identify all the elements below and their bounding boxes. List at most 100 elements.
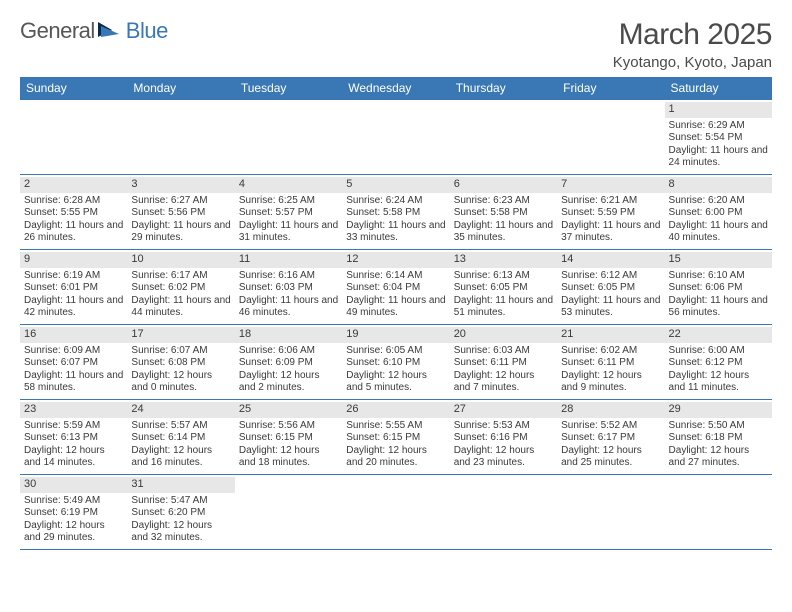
sunrise-text: Sunrise: 6:17 AM [131, 270, 230, 283]
day-cell: 1Sunrise: 6:29 AMSunset: 5:54 PMDaylight… [665, 100, 772, 174]
empty-cell [342, 100, 449, 174]
sunset-text: Sunset: 6:13 PM [24, 432, 123, 445]
day-number: 7 [557, 177, 664, 193]
sunrise-text: Sunrise: 6:28 AM [24, 195, 123, 208]
day-cell: 19Sunrise: 6:05 AMSunset: 6:10 PMDayligh… [342, 325, 449, 399]
sunset-text: Sunset: 6:15 PM [239, 432, 338, 445]
sunrise-text: Sunrise: 6:16 AM [239, 270, 338, 283]
empty-cell [235, 100, 342, 174]
day-cell: 25Sunrise: 5:56 AMSunset: 6:15 PMDayligh… [235, 400, 342, 474]
sunrise-text: Sunrise: 6:09 AM [24, 345, 123, 358]
logo-text-2: Blue [126, 18, 168, 44]
daylight-text: Daylight: 12 hours and 29 minutes. [24, 520, 123, 545]
sunrise-text: Sunrise: 5:52 AM [561, 420, 660, 433]
sunset-text: Sunset: 6:09 PM [239, 357, 338, 370]
sunrise-text: Sunrise: 5:56 AM [239, 420, 338, 433]
empty-cell [450, 475, 557, 549]
daylight-text: Daylight: 12 hours and 5 minutes. [346, 370, 445, 395]
sunrise-text: Sunrise: 5:55 AM [346, 420, 445, 433]
day-number: 1 [665, 102, 772, 118]
daylight-text: Daylight: 12 hours and 9 minutes. [561, 370, 660, 395]
sunset-text: Sunset: 6:05 PM [561, 282, 660, 295]
day-cell: 24Sunrise: 5:57 AMSunset: 6:14 PMDayligh… [127, 400, 234, 474]
sunrise-text: Sunrise: 6:25 AM [239, 195, 338, 208]
day-cell: 28 Sunrise: 5:52 AMSunset: 6:17 PMDayligh… [557, 400, 664, 474]
daylight-text: Daylight: 11 hours and 40 minutes. [669, 220, 768, 245]
sunrise-text: Sunrise: 5:50 AM [669, 420, 768, 433]
day-number: 16 [20, 327, 127, 343]
sunset-text: Sunset: 6:17 PM [561, 432, 660, 445]
daylight-text: Daylight: 11 hours and 31 minutes. [239, 220, 338, 245]
day-cell: 16Sunrise: 6:09 AMSunset: 6:07 PMDayligh… [20, 325, 127, 399]
day-header: Wednesday [342, 77, 449, 100]
sunset-text: Sunset: 5:58 PM [454, 207, 553, 220]
day-header: Saturday [665, 77, 772, 100]
week-row: 30Sunrise: 5:49 AMSunset: 6:19 PMDayligh… [20, 475, 772, 550]
daylight-text: Daylight: 11 hours and 29 minutes. [131, 220, 230, 245]
sunset-text: Sunset: 6:00 PM [669, 207, 768, 220]
daylight-text: Daylight: 11 hours and 44 minutes. [131, 295, 230, 320]
weeks-container: 1Sunrise: 6:29 AMSunset: 5:54 PMDaylight… [20, 100, 772, 550]
week-row: 16 Sunrise: 6:09 AMSunset: 6:07 PM Dayligh… [20, 325, 772, 400]
day-cell: 14Sunrise: 6:12 AMSunset: 6:05 PMDayligh… [557, 250, 664, 324]
day-number: 28 [557, 402, 664, 418]
day-number: 27 [450, 402, 557, 418]
header: General Blue March 2025 Kyotango, Kyoto,… [20, 18, 772, 71]
sunset-text: Sunset: 6:16 PM [454, 432, 553, 445]
day-number: 8 [665, 177, 772, 193]
sunrise-text: Sunrise: 5:57 AM [131, 420, 230, 433]
daylight-text: Daylight: 11 hours and 46 minutes. [239, 295, 338, 320]
day-header: Friday [557, 77, 664, 100]
day-cell: 10Sunrise: 6:17 AMSunset: 6:02 PMDayligh… [127, 250, 234, 324]
sunrise-text: Sunrise: 6:00 AM [669, 345, 768, 358]
day-number: 4 [235, 177, 342, 193]
day-number: 2 [20, 177, 127, 193]
day-number: 24 [127, 402, 234, 418]
empty-cell [342, 475, 449, 549]
sunrise-text: Sunrise: 6:21 AM [561, 195, 660, 208]
location: Kyotango, Kyoto, Japan [613, 54, 772, 71]
sunset-text: Sunset: 6:07 PM [24, 357, 123, 370]
daylight-text: Daylight: 12 hours and 25 minutes. [561, 445, 660, 470]
flag-icon [97, 20, 123, 38]
sunset-text: Sunset: 6:03 PM [239, 282, 338, 295]
day-number: 25 [235, 402, 342, 418]
sunset-text: Sunset: 5:56 PM [131, 207, 230, 220]
sunset-text: Sunset: 6:14 PM [131, 432, 230, 445]
daylight-text: Daylight: 12 hours and 23 minutes. [454, 445, 553, 470]
day-cell: 18Sunrise: 6:06 AMSunset: 6:09 PMDayligh… [235, 325, 342, 399]
sunset-text: Sunset: 6:11 PM [454, 357, 553, 370]
day-header: Monday [127, 77, 234, 100]
day-number: 9 [20, 252, 127, 268]
day-number: 17 [127, 327, 234, 343]
sunset-text: Sunset: 5:59 PM [561, 207, 660, 220]
sunrise-text: Sunrise: 5:59 AM [24, 420, 123, 433]
day-number: 18 [235, 327, 342, 343]
day-number: 19 [342, 327, 449, 343]
day-number: 31 [127, 477, 234, 493]
daylight-text: Daylight: 12 hours and 20 minutes. [346, 445, 445, 470]
title-block: March 2025 Kyotango, Kyoto, Japan [613, 18, 772, 71]
day-number: 21 [557, 327, 664, 343]
daylight-text: Daylight: 11 hours and 51 minutes. [454, 295, 553, 320]
day-cell: 6Sunrise: 6:23 AMSunset: 5:58 PMDaylight… [450, 175, 557, 249]
sunrise-text: Sunrise: 6:23 AM [454, 195, 553, 208]
sunset-text: Sunset: 6:18 PM [669, 432, 768, 445]
daylight-text: Daylight: 12 hours and 14 minutes. [24, 445, 123, 470]
daylight-text: Daylight: 11 hours and 35 minutes. [454, 220, 553, 245]
week-row: 23Sunrise: 5:59 AMSunset: 6:13 PMDayligh… [20, 400, 772, 475]
sunrise-text: Sunrise: 6:29 AM [669, 120, 768, 133]
daylight-text: Daylight: 12 hours and 27 minutes. [669, 445, 768, 470]
sunset-text: Sunset: 6:02 PM [131, 282, 230, 295]
day-number: 15 [665, 252, 772, 268]
day-cell: 20Sunrise: 6:03 AMSunset: 6:11 PMDayligh… [450, 325, 557, 399]
day-cell: 5Sunrise: 6:24 AMSunset: 5:58 PMDaylight… [342, 175, 449, 249]
day-number: 3 [127, 177, 234, 193]
daylight-text: Daylight: 12 hours and 32 minutes. [131, 520, 230, 545]
daylight-text: Daylight: 12 hours and 2 minutes. [239, 370, 338, 395]
daylight-text: Daylight: 12 hours and 7 minutes. [454, 370, 553, 395]
sunset-text: Sunset: 6:15 PM [346, 432, 445, 445]
day-header: Thursday [450, 77, 557, 100]
week-row: 9Sunrise: 6:19 AMSunset: 6:01 PMDaylight… [20, 250, 772, 325]
day-number: 22 [665, 327, 772, 343]
